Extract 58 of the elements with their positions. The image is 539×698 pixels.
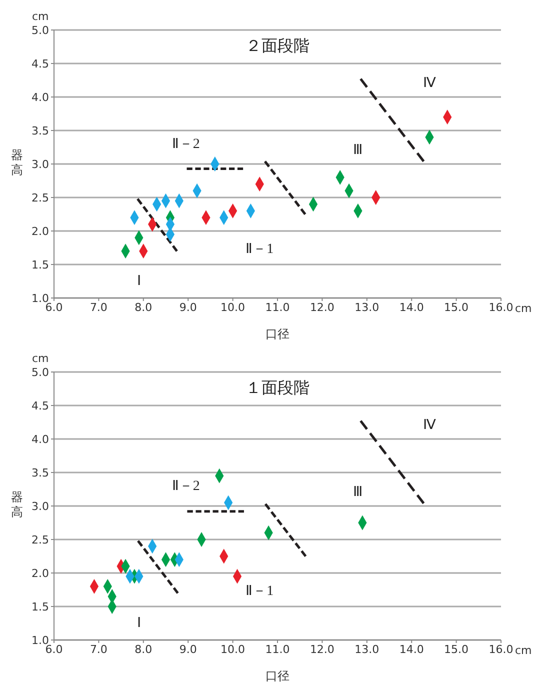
x-axis-title: 口径	[266, 327, 290, 341]
annotation: Ⅱ－1	[244, 582, 275, 601]
x-tick-label: 16.0	[488, 642, 514, 656]
y-tick-label: 1.5	[32, 258, 49, 272]
y-tick-label: 4.5	[32, 399, 49, 412]
x-tick-label: 9.0	[179, 642, 197, 656]
y-tick-label: 5.0	[32, 366, 49, 379]
x-tick-label: 8.0	[134, 642, 152, 656]
x-tick-label: 10.0	[220, 300, 246, 314]
x-tick-label: 13.0	[354, 300, 380, 314]
annotation: Ⅰ	[136, 272, 142, 291]
x-tick-label: 14.0	[399, 300, 424, 314]
x-tick-label: 11.0	[265, 642, 290, 656]
y-tick-label: 2.0	[32, 224, 49, 238]
annotation: Ⅳ	[422, 416, 437, 435]
annotation: Ⅱ－1	[244, 240, 275, 259]
y-tick-label: 4.0	[32, 90, 49, 104]
y-tick-label: 2.5	[32, 533, 49, 546]
y-axis-title: 器高	[11, 490, 24, 520]
annotation: Ⅲ	[352, 484, 364, 502]
text: cm	[515, 644, 532, 657]
x-tick-label: 15.0	[444, 300, 469, 314]
y-tick-label: 5.0	[32, 24, 49, 37]
text: cm	[32, 352, 49, 365]
x-tick-label: 14.0	[399, 642, 424, 656]
chart-title: １面段階	[244, 378, 310, 399]
x-tick-label: 9.0	[179, 300, 197, 314]
x-tick-label: 6.0	[45, 642, 63, 656]
y-tick-label: 2.5	[32, 191, 49, 204]
x-tick-label: 12.0	[310, 642, 334, 656]
annotation: Ⅱ－2	[170, 136, 201, 154]
y-tick-label: 4.5	[32, 57, 49, 70]
text: cm	[32, 10, 49, 23]
y-tick-label: 1.5	[32, 600, 49, 614]
y-tick-label: 3.0	[32, 158, 49, 171]
y-axis-title: 器高	[11, 148, 24, 178]
annotation: Ⅰ	[136, 614, 142, 633]
y-tick-label: 4.0	[32, 432, 49, 446]
annotation: Ⅲ	[352, 142, 364, 160]
y-tick-label: 3.0	[32, 500, 49, 513]
x-tick-label: 6.0	[45, 300, 63, 314]
text: cm	[515, 302, 532, 315]
x-tick-label: 8.0	[134, 300, 152, 314]
x-tick-label: 7.0	[90, 642, 108, 656]
x-tick-label: 12.0	[310, 300, 334, 314]
chart-title: ２面段階	[244, 36, 310, 57]
x-tick-label: 16.0	[488, 300, 514, 314]
y-tick-label: 3.5	[32, 466, 49, 480]
x-tick-label: 11.0	[265, 300, 290, 314]
x-tick-label: 15.0	[444, 642, 469, 656]
x-tick-label: 10.0	[220, 642, 246, 656]
annotation: Ⅱ－2	[170, 478, 201, 496]
annotation: Ⅳ	[422, 74, 437, 93]
y-tick-label: 3.5	[32, 124, 49, 138]
y-tick-label: 2.0	[32, 566, 49, 580]
x-tick-label: 13.0	[354, 642, 380, 656]
x-axis-title: 口径	[266, 669, 290, 683]
x-tick-label: 7.0	[90, 300, 108, 314]
